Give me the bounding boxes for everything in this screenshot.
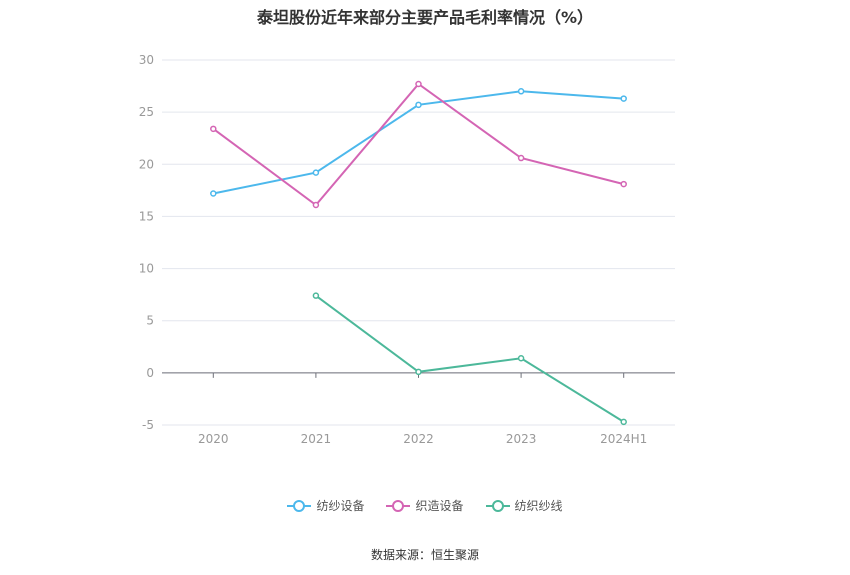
- data-point: [517, 154, 525, 162]
- data-point: [210, 125, 217, 133]
- data-point: [415, 368, 422, 376]
- data-point: [312, 201, 320, 209]
- y-tick-label: 5: [146, 314, 154, 328]
- chart-legend: 纺纱设备 织造设备 纺织纱线: [0, 497, 850, 514]
- x-tick-label: 2024H1: [600, 432, 647, 446]
- legend-marker: [392, 499, 405, 512]
- y-tick-label: 25: [139, 105, 154, 119]
- legend-label: 纺织纱线: [514, 499, 563, 513]
- legend-swatch: [485, 499, 510, 513]
- legend-marker: [293, 499, 306, 512]
- data-point: [517, 88, 525, 95]
- legend-marker: [491, 499, 504, 512]
- legend-label: 纺纱设备: [316, 499, 365, 513]
- legend-label: 织造设备: [415, 499, 464, 513]
- x-tick-label: 2022: [403, 432, 434, 446]
- data-point: [620, 95, 627, 102]
- chart-title: 泰坦股份近年来部分主要产品毛利率情况（%）: [256, 8, 594, 27]
- y-tick-label: 30: [139, 53, 154, 67]
- data-point: [517, 355, 525, 362]
- data-point: [210, 190, 217, 197]
- line-chart: 30 25 20 15 10 5 0 -5 2020 2021 2022 2023 2024H1: [139, 53, 675, 446]
- data-source: 数据来源：恒生聚源: [370, 548, 479, 562]
- x-tick-label: 2021: [301, 432, 332, 446]
- series-line-2: [315, 294, 625, 423]
- y-tick-label: 20: [139, 157, 154, 171]
- data-point: [415, 101, 422, 109]
- legend-item[interactable]: 纺织纱线: [485, 497, 563, 514]
- data-point: [312, 292, 320, 299]
- y-tick-label: 0: [146, 366, 154, 380]
- legend-swatch: [287, 499, 312, 513]
- data-point: [312, 169, 320, 176]
- y-tick-label: -5: [142, 418, 154, 432]
- x-tick-label: 2020: [198, 432, 229, 446]
- y-tick-label: 15: [139, 209, 154, 223]
- x-tick-label: 2023: [506, 432, 537, 446]
- data-point: [620, 180, 627, 188]
- data-point: [415, 80, 422, 88]
- legend-swatch: [386, 499, 411, 513]
- legend-item[interactable]: 纺纱设备: [287, 497, 364, 514]
- data-point: [620, 418, 627, 426]
- y-tick-label: 10: [139, 262, 154, 276]
- legend-item[interactable]: 织造设备: [386, 497, 464, 514]
